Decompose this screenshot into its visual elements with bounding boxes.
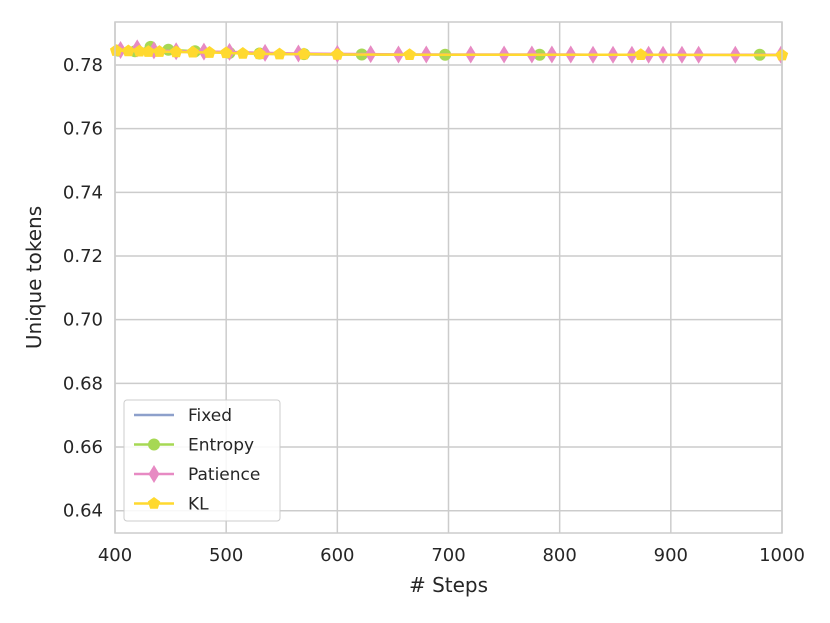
y-tick-label: 0.74 (63, 182, 103, 203)
data-point (273, 47, 286, 60)
legend-label: Entropy (188, 436, 254, 456)
legend-marker (148, 465, 160, 483)
legend-label: Fixed (188, 406, 232, 426)
x-tick-label: 900 (654, 545, 688, 566)
x-tick-label: 800 (542, 545, 576, 566)
x-tick-labels: 400 500 600 700 800 900 1000 (98, 545, 805, 566)
data-point (153, 45, 166, 57)
data-point (403, 48, 416, 61)
legend-label: KL (188, 495, 209, 515)
x-tick-label: 600 (320, 545, 354, 566)
data-point (109, 44, 123, 56)
x-axis-label: # Steps (409, 573, 488, 597)
plot-frame (114, 21, 783, 534)
y-tick-label: 0.72 (63, 246, 103, 267)
x-tick-label: 500 (209, 545, 243, 566)
series-layer (109, 39, 789, 64)
y-tick-label: 0.68 (63, 373, 103, 394)
legend-item: KL (134, 495, 209, 515)
x-tick-label: 700 (431, 545, 465, 566)
data-point (331, 47, 344, 60)
data-point (203, 46, 216, 58)
data-point (169, 45, 183, 58)
data-point (219, 46, 233, 59)
y-tick-labels: 0.64 0.66 0.68 0.70 0.72 0.74 0.76 0.78 (63, 55, 103, 522)
y-tick-label: 0.64 (63, 501, 103, 522)
legend-item: Patience (134, 465, 260, 485)
series-kl (109, 44, 789, 61)
data-point (236, 47, 250, 59)
legend-label: Patience (188, 465, 260, 485)
y-tick-label: 0.76 (63, 119, 103, 140)
data-point (634, 48, 647, 61)
legend-item: Entropy (134, 436, 254, 456)
legend-box (123, 399, 281, 522)
data-point (253, 47, 266, 60)
legend: Fixed Entropy Patience KL (123, 399, 281, 522)
data-point (142, 45, 155, 57)
y-axis-label: Unique tokens (22, 206, 46, 349)
legend-marker (147, 497, 161, 509)
x-tick-label: 1000 (759, 545, 805, 566)
data-point (297, 47, 311, 60)
legend-marker (148, 438, 160, 451)
data-point (186, 45, 199, 58)
data-point (122, 44, 135, 57)
y-tick-label: 0.70 (63, 310, 103, 331)
y-tick-label: 0.66 (63, 437, 103, 458)
legend-item: Fixed (134, 406, 232, 426)
data-point (133, 44, 146, 57)
y-tick-label: 0.78 (63, 55, 103, 76)
x-tick-label: 400 (98, 545, 132, 566)
